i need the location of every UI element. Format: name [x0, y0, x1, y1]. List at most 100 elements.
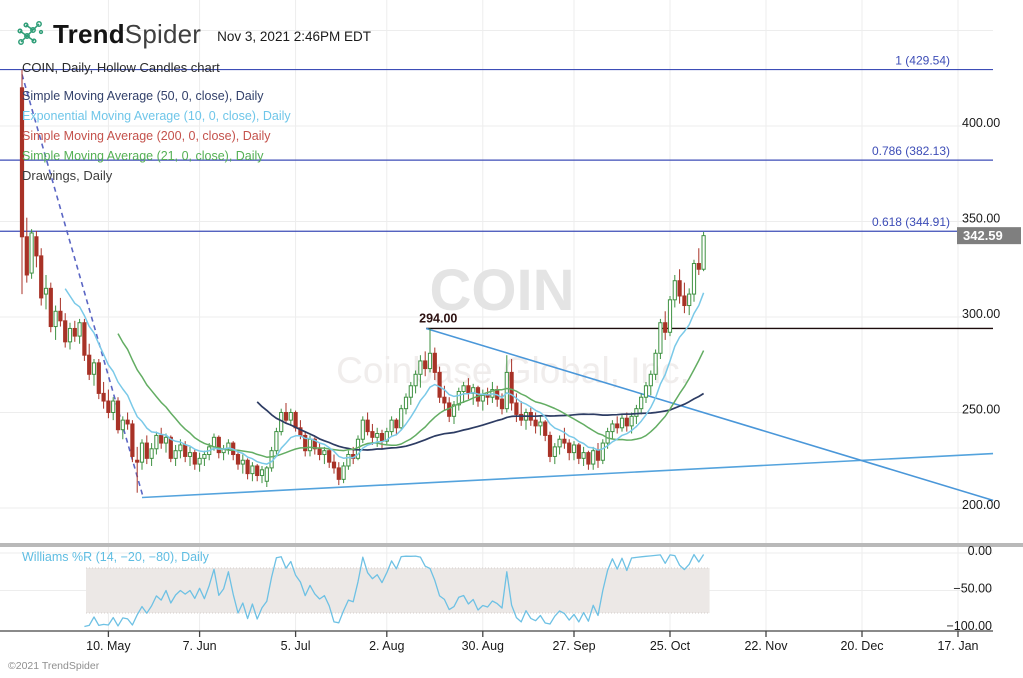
- candle-body: [106, 400, 111, 414]
- candle-body: [461, 385, 466, 392]
- candle-body: [101, 392, 106, 402]
- candle-body: [432, 352, 437, 373]
- candle-body: [365, 419, 370, 433]
- candle-body: [591, 450, 596, 465]
- candle-body: [187, 452, 193, 457]
- legend-item-drawings[interactable]: Drawings, Daily: [22, 168, 113, 183]
- candle-body: [509, 371, 514, 404]
- candle-body: [451, 404, 457, 417]
- candle-body: [456, 390, 461, 406]
- price-axis-label: 400.00: [962, 116, 1000, 130]
- candle-body: [408, 385, 413, 398]
- trendspider-logo-icon: [17, 21, 44, 45]
- wr-axis-label: 0.00: [968, 544, 992, 558]
- candle-body: [317, 448, 322, 456]
- candle-body: [307, 438, 313, 452]
- candle-body: [672, 280, 677, 301]
- candle-body: [696, 263, 701, 270]
- candle-body: [67, 327, 73, 343]
- candle-body: [499, 398, 505, 410]
- x-axis-label: 10. May: [86, 639, 131, 653]
- candle-body: [163, 436, 169, 444]
- candle-body: [264, 467, 269, 482]
- candle-body: [595, 450, 601, 461]
- candle-body: [643, 385, 649, 398]
- x-axis-label: 20. Dec: [840, 639, 883, 653]
- legend-item-2[interactable]: Simple Moving Average (200, 0, close), D…: [22, 129, 271, 143]
- candle-body: [96, 362, 101, 394]
- candle-body: [288, 412, 293, 421]
- candle-body: [341, 465, 346, 480]
- candle-body: [135, 459, 140, 463]
- candle-body: [389, 419, 394, 433]
- descending-trendline: [425, 327, 994, 502]
- candle-body: [303, 434, 308, 452]
- legend-item-0[interactable]: Simple Moving Average (50, 0, close), Da…: [22, 89, 264, 103]
- last-price-badge: [957, 227, 1021, 245]
- candle-body: [370, 431, 375, 438]
- candle-body: [648, 373, 653, 387]
- candle-body: [562, 438, 567, 444]
- candle-body: [547, 434, 553, 457]
- candle-body: [701, 235, 706, 270]
- x-axis-label: 17. Jan: [937, 639, 978, 653]
- candle-body: [346, 454, 351, 467]
- candle-body: [197, 457, 202, 465]
- panel-separator: [0, 543, 1023, 547]
- candle-body: [192, 452, 197, 465]
- candle-body: [91, 362, 97, 375]
- candle-body: [571, 444, 577, 454]
- legend-item-1[interactable]: Exponential Moving Average (10, 0, close…: [22, 109, 291, 123]
- candle-body: [480, 394, 485, 402]
- candle-body: [240, 459, 245, 465]
- candle-body: [216, 436, 221, 454]
- candle-body: [111, 400, 116, 414]
- candle-body: [379, 433, 385, 442]
- chart-legend: COIN, Daily, Hollow Candles chart Simple…: [22, 60, 291, 186]
- candle-body: [427, 352, 433, 370]
- candle-body: [639, 396, 644, 410]
- candle-body: [423, 360, 428, 370]
- candle-body: [538, 421, 543, 427]
- candle-body: [413, 373, 418, 387]
- fib-label: 0.786 (382.13): [872, 144, 950, 158]
- candle-body: [384, 431, 389, 442]
- candle-body: [399, 408, 404, 429]
- candle-body: [533, 419, 538, 427]
- candle-body: [159, 434, 164, 444]
- candle-body: [375, 433, 380, 438]
- last-price-badge-text: 342.59: [963, 228, 1003, 243]
- candle-body: [691, 263, 697, 295]
- legend-item-3[interactable]: Simple Moving Average (21, 0, close), Da…: [22, 149, 264, 163]
- chart-datetime: Nov 3, 2021 2:46PM EDT: [217, 28, 371, 44]
- ema10-line: [64, 288, 705, 465]
- candle-body: [53, 310, 58, 328]
- x-axis-label: 2. Aug: [369, 639, 404, 653]
- candle-body: [543, 421, 548, 436]
- candle-body: [144, 442, 149, 459]
- price-axis-label: 200.00: [962, 498, 1000, 512]
- ascending-trendline: [141, 452, 994, 499]
- candle-body: [211, 436, 217, 448]
- sma50-line: [256, 392, 705, 451]
- price-axis-label: 250.00: [962, 403, 1000, 417]
- x-axis-label: 27. Sep: [552, 639, 595, 653]
- candle-body: [437, 371, 442, 398]
- x-axis-label: 22. Nov: [744, 639, 788, 653]
- candle-body: [139, 442, 145, 463]
- price-axis-label: 300.00: [962, 307, 1000, 321]
- williams-r-label[interactable]: Williams %R (14, −20, −80), Daily: [22, 550, 209, 564]
- x-axis-label: 5. Jul: [281, 639, 311, 653]
- candle-body: [293, 412, 298, 429]
- candle-body: [115, 400, 121, 431]
- fib-label: 0.618 (344.91): [872, 215, 950, 229]
- brand-name-bold: Trend: [53, 19, 125, 49]
- candle-body: [48, 287, 53, 328]
- symbol-title[interactable]: COIN, Daily, Hollow Candles chart: [22, 60, 220, 75]
- candle-body: [235, 454, 241, 465]
- candle-body: [183, 444, 188, 457]
- candle-body: [149, 448, 154, 459]
- candle-body: [82, 322, 87, 356]
